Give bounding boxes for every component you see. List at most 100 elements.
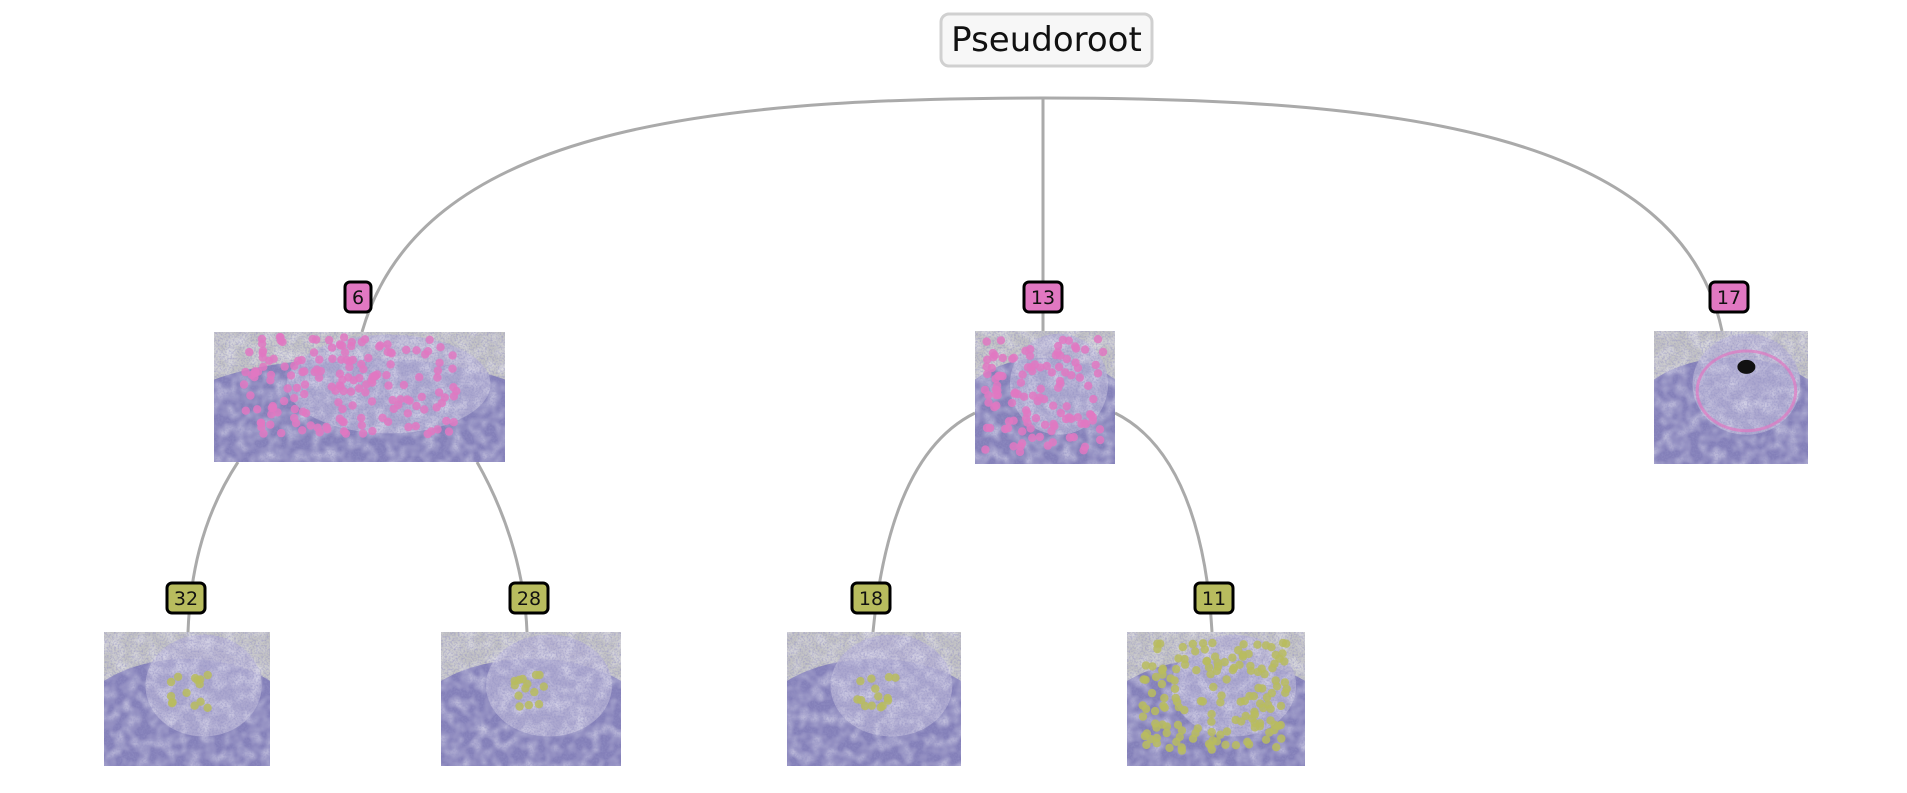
tissue-thumbnail-6	[214, 332, 505, 462]
spot-marker	[1093, 369, 1103, 378]
spot-marker	[257, 339, 267, 348]
spot-marker	[1174, 702, 1184, 712]
spot-marker	[279, 396, 289, 406]
spot-marker	[1170, 684, 1180, 693]
spot-marker	[280, 362, 289, 371]
spot-marker	[983, 369, 992, 379]
spot-marker	[1276, 701, 1286, 711]
spot-marker	[203, 670, 212, 680]
spot-marker	[867, 701, 876, 710]
spot-marker	[1017, 439, 1027, 448]
spot-marker	[300, 380, 310, 389]
spot-marker	[1191, 647, 1200, 656]
spot-marker	[300, 367, 309, 376]
badge-label: 13	[1031, 287, 1055, 309]
spot-marker	[1171, 693, 1180, 703]
spot-marker	[259, 362, 268, 371]
spot-marker	[388, 395, 397, 405]
spot-marker	[1267, 688, 1277, 698]
spot-marker	[1021, 346, 1030, 355]
spot-marker	[1217, 691, 1226, 700]
tissue-texture	[104, 632, 270, 766]
spot-marker	[440, 393, 449, 402]
spot-marker	[293, 356, 303, 365]
spot-marker	[258, 353, 267, 362]
spot-marker	[1096, 435, 1105, 445]
spot-marker	[1172, 737, 1181, 746]
spot-marker	[1071, 344, 1081, 353]
spot-marker	[524, 700, 533, 710]
spot-marker	[984, 398, 993, 407]
spot-marker	[988, 348, 998, 358]
spot-marker	[267, 410, 276, 419]
spot-marker	[358, 429, 368, 438]
spot-marker	[1256, 699, 1265, 708]
spot-marker	[1160, 703, 1169, 712]
spot-marker	[1098, 347, 1108, 357]
spot-marker	[985, 423, 995, 433]
tissue-artifact	[1737, 359, 1756, 374]
spot-marker	[1177, 746, 1187, 755]
spot-marker	[315, 355, 324, 364]
tree-edges	[186, 96, 1724, 633]
spot-marker	[530, 687, 539, 697]
root-label: Pseudoroot	[951, 20, 1142, 60]
badge-box	[1193, 581, 1235, 615]
spot-marker	[322, 422, 331, 432]
spot-marker	[1018, 370, 1027, 379]
spot-marker	[534, 700, 544, 709]
spot-marker	[277, 428, 286, 438]
spot-marker	[253, 405, 262, 414]
spot-marker	[1234, 646, 1243, 655]
spot-marker	[300, 389, 309, 399]
spot-marker	[166, 677, 176, 687]
spot-marker	[991, 390, 1001, 400]
spot-marker	[521, 684, 530, 693]
spot-marker	[368, 426, 377, 436]
spot-marker	[276, 333, 285, 342]
spot-marker	[1091, 360, 1100, 370]
badge-label: 18	[859, 588, 883, 610]
spot-marker	[1216, 698, 1225, 707]
spot-marker	[1157, 679, 1167, 689]
root-box	[939, 12, 1154, 68]
spot-marker	[298, 426, 307, 435]
spot-marker	[432, 403, 441, 412]
spot-marker	[1271, 676, 1280, 685]
spot-marker	[324, 335, 334, 345]
spot-marker	[449, 383, 458, 392]
spot-marker	[1266, 704, 1275, 713]
spot-marker	[403, 409, 412, 418]
spot-marker	[1018, 427, 1027, 436]
spot-marker	[1056, 351, 1065, 360]
spot-marker	[1162, 722, 1172, 731]
spot-marker	[286, 371, 296, 380]
badge-label: 17	[1717, 287, 1741, 309]
spot-marker	[348, 401, 357, 410]
spot-marker	[449, 418, 458, 427]
spot-marker	[367, 397, 377, 406]
spot-marker	[1174, 654, 1183, 663]
spot-marker	[1071, 358, 1080, 367]
spot-marker	[1209, 682, 1218, 692]
spot-marker	[871, 684, 880, 693]
spot-marker	[1009, 353, 1019, 362]
spot-marker	[1198, 639, 1208, 648]
spot-marker	[448, 351, 457, 360]
spot-marker	[1177, 726, 1187, 735]
spot-marker	[1280, 678, 1290, 687]
spot-marker	[448, 364, 457, 373]
spot-marker	[382, 371, 391, 380]
spot-marker	[1261, 735, 1271, 744]
spot-marker	[984, 391, 993, 400]
spot-marker	[1075, 373, 1085, 382]
spot-marker	[1023, 363, 1033, 372]
spot-marker	[539, 682, 548, 691]
node-badge-6: 6	[343, 280, 373, 314]
spot-markers-13	[980, 335, 1108, 457]
spot-marker	[1026, 424, 1035, 433]
spot-marker	[891, 673, 900, 682]
spot-marker	[364, 353, 373, 363]
spot-marker	[357, 360, 366, 369]
spot-marker	[387, 349, 396, 358]
